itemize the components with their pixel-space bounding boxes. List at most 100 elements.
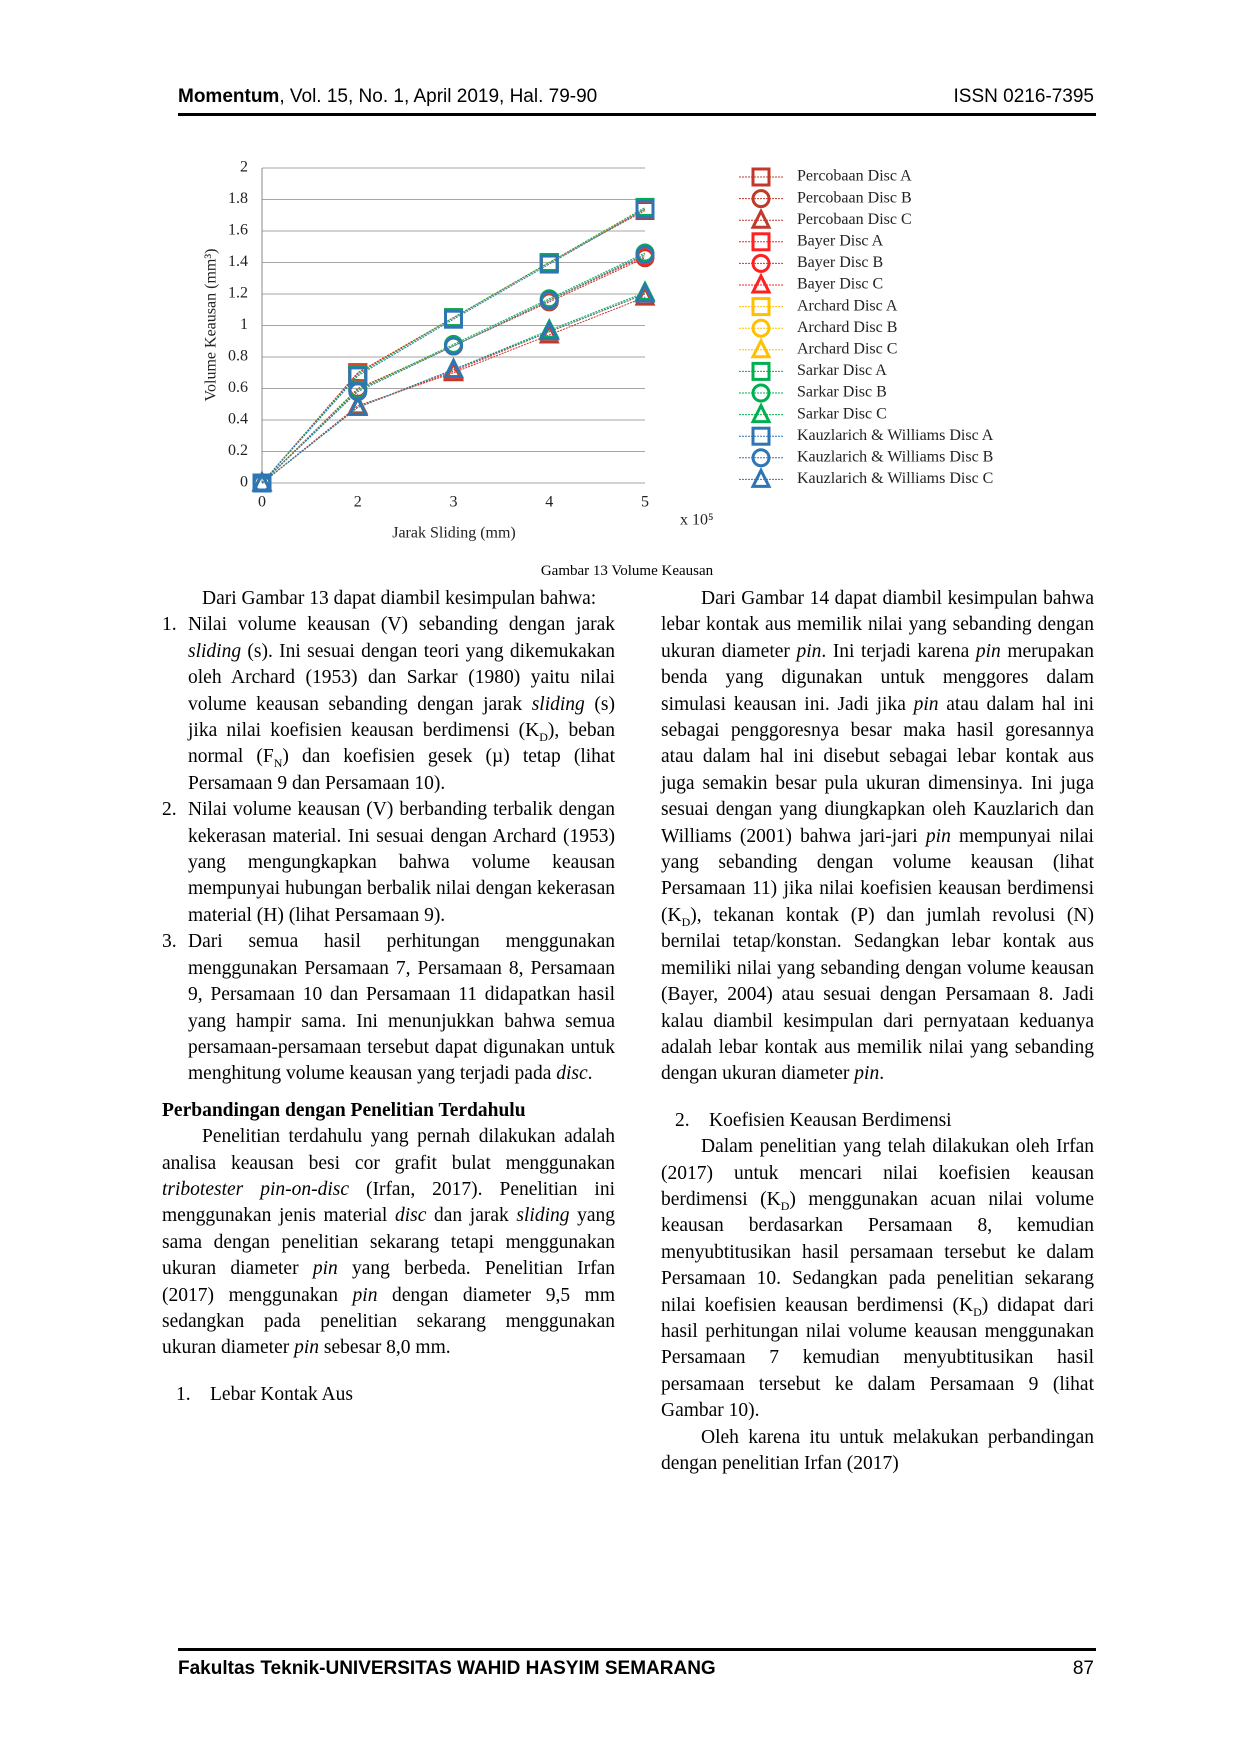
data-point — [634, 281, 656, 303]
legend-marker — [751, 448, 771, 468]
text-run: Dari semua hasil perhitungan menggunakan… — [188, 931, 615, 1085]
journal: Momentum — [178, 86, 280, 107]
data-point — [347, 395, 369, 416]
text-run: ) dan koefisien gesek (µ) tetap (lihat P… — [188, 746, 616, 794]
legend-marker — [750, 467, 772, 488]
paragraph: Dari Gambar 13 dapat diambil kesimpulan … — [162, 586, 615, 612]
y-tick-label: 0 — [240, 474, 248, 491]
legend-label: Kauzlarich & Williams Disc C — [797, 470, 993, 487]
institution: Fakultas Teknik-UNIVERSITAS WAHID HASYIM… — [178, 1658, 716, 1679]
text-run: merupakan benda yang digunakan untuk men… — [661, 640, 1094, 715]
legend-marker — [751, 318, 771, 338]
data-point — [538, 319, 560, 341]
chart: Volume Keausan (mm³) Jarak Sliding (mm) … — [203, 159, 994, 542]
series-line — [261, 206, 646, 484]
text-run: Nilai volume keausan (V) sebanding denga… — [188, 614, 615, 636]
italic-run: pin — [913, 693, 939, 715]
italic-run: pin — [294, 1337, 320, 1359]
y-tick-label: 2 — [240, 159, 248, 176]
text-run: ), tekanan kontak (P) dan jumlah revolus… — [661, 904, 1094, 1085]
italic-run: disc — [394, 1205, 427, 1227]
y-tick-label: 1.2 — [228, 285, 248, 302]
legend-marker — [750, 207, 772, 229]
legend-label: Kauzlarich & Williams Disc B — [797, 448, 993, 465]
legend-label: Bayer Disc B — [797, 254, 883, 271]
legend-label: Sarkar Disc B — [797, 384, 887, 401]
column: Dari Gambar 14 dapat diambil kesimpulan … — [661, 586, 1094, 1477]
italic-run: pin — [854, 1063, 880, 1085]
text-run: Dari Gambar 14 dapat diambil kesimpulan … — [661, 588, 1094, 662]
italic-run: pin — [312, 1258, 338, 1280]
data-point — [443, 357, 464, 379]
legend-marker — [750, 402, 772, 424]
issn: ISSN 0216-7395 — [953, 86, 1095, 107]
section-heading: Perbandingan dengan Penelitian Terdahulu — [162, 1099, 526, 1121]
paragraph: Dalam penelitian yang telah dilakukan ol… — [661, 1134, 1094, 1424]
subsection-number: 2. — [675, 1109, 690, 1131]
legend-label: Archard Disc B — [797, 319, 897, 336]
italic-run: pin — [796, 640, 822, 662]
list-number: 3. — [162, 931, 177, 953]
data-point — [635, 245, 655, 265]
legend-marker — [751, 167, 771, 187]
data-point — [635, 199, 655, 219]
subsection-heading: 1. Lebar Kontak Aus — [162, 1382, 615, 1408]
text-run: Oleh karena itu untuk melakukan perbandi… — [661, 1426, 1094, 1474]
header-rule — [178, 113, 1096, 116]
series-line — [261, 252, 646, 484]
series-line — [261, 254, 646, 484]
italic-run: sliding — [531, 693, 585, 715]
y-tick-label: 0.8 — [228, 348, 248, 365]
x-tick-label: 2 — [354, 494, 362, 511]
subsection-title: Koefisien Keausan Berdimensi — [709, 1109, 952, 1131]
italic-run: pin — [352, 1284, 378, 1306]
list-text: Dari semua hasil perhitungan menggunakan… — [188, 929, 615, 1087]
list-text: Nilai volume keausan (V) sebanding denga… — [188, 612, 615, 797]
text-run: Penelitian terdahulu yang pernah dilakuk… — [162, 1126, 615, 1174]
list-item: 2. Nilai volume keausan (V) berbanding te… — [162, 797, 615, 929]
text-run: Nilai volume keausan (V) berbanding terb… — [188, 799, 615, 926]
legend-label: Archard Disc C — [797, 340, 897, 357]
subscript: D — [539, 729, 548, 744]
text-run: (Irfan, 2017). Penelitian ini menggunaka… — [162, 1178, 615, 1227]
data-point — [539, 254, 559, 274]
italic-run: tribotester pin-on-disc — [162, 1178, 350, 1200]
legend-label: Bayer Disc A — [797, 232, 884, 249]
series-line — [261, 257, 646, 484]
data-point — [444, 336, 463, 356]
x-tick-label: 3 — [450, 494, 458, 511]
subscript: D — [973, 1304, 982, 1319]
legend-label: Bayer Disc C — [797, 276, 883, 293]
text-run: ), beban normal (F — [188, 720, 615, 768]
legend-marker — [751, 426, 771, 446]
list-number: 2. — [162, 799, 177, 821]
list-text: Nilai volume keausan (V) berbanding terb… — [188, 797, 615, 929]
text-run: sebesar 8,0 mm. — [319, 1337, 451, 1359]
text-run: . — [879, 1063, 885, 1085]
y-tick-label: 1.6 — [228, 222, 248, 239]
text-run: dengan diameter 9,5 mm sedangkan pada pe… — [162, 1284, 615, 1359]
text-run: . — [587, 1063, 593, 1085]
y-axis-label: Volume Keausan (mm³) — [203, 249, 220, 402]
subsection-heading: 2. Koefisien Keausan Berdimensi — [661, 1108, 1094, 1134]
list-item: 3. Dari semua hasil perhitungan menggunak… — [162, 929, 615, 1087]
subscript: D — [681, 914, 691, 929]
legend-marker — [751, 361, 771, 381]
text-run: yang sama dengan penelitian sekarang tet… — [162, 1205, 616, 1280]
paragraph: Oleh karena itu untuk melakukan perbandi… — [661, 1425, 1094, 1478]
legend-marker — [751, 383, 771, 403]
list-item: 1. Nilai volume keausan (V) sebanding den… — [162, 612, 615, 797]
italic-run: pin — [925, 825, 951, 847]
running-head: Momentum, Vol. 15, No. 1, April 2019, Ha… — [178, 86, 597, 108]
series-line — [261, 293, 646, 484]
legend-marker — [751, 253, 771, 273]
x-axis-label: Jarak Sliding (mm) — [392, 525, 516, 542]
x-tick-label: 0 — [258, 494, 266, 511]
text-run: ) menggunakan acuan nilai volume keausan… — [661, 1188, 1094, 1316]
legend-marker — [750, 272, 772, 294]
series-line — [261, 296, 646, 484]
italic-run: sliding — [516, 1205, 570, 1227]
legend-label: Sarkar Disc A — [797, 362, 887, 379]
data-point — [444, 309, 463, 329]
